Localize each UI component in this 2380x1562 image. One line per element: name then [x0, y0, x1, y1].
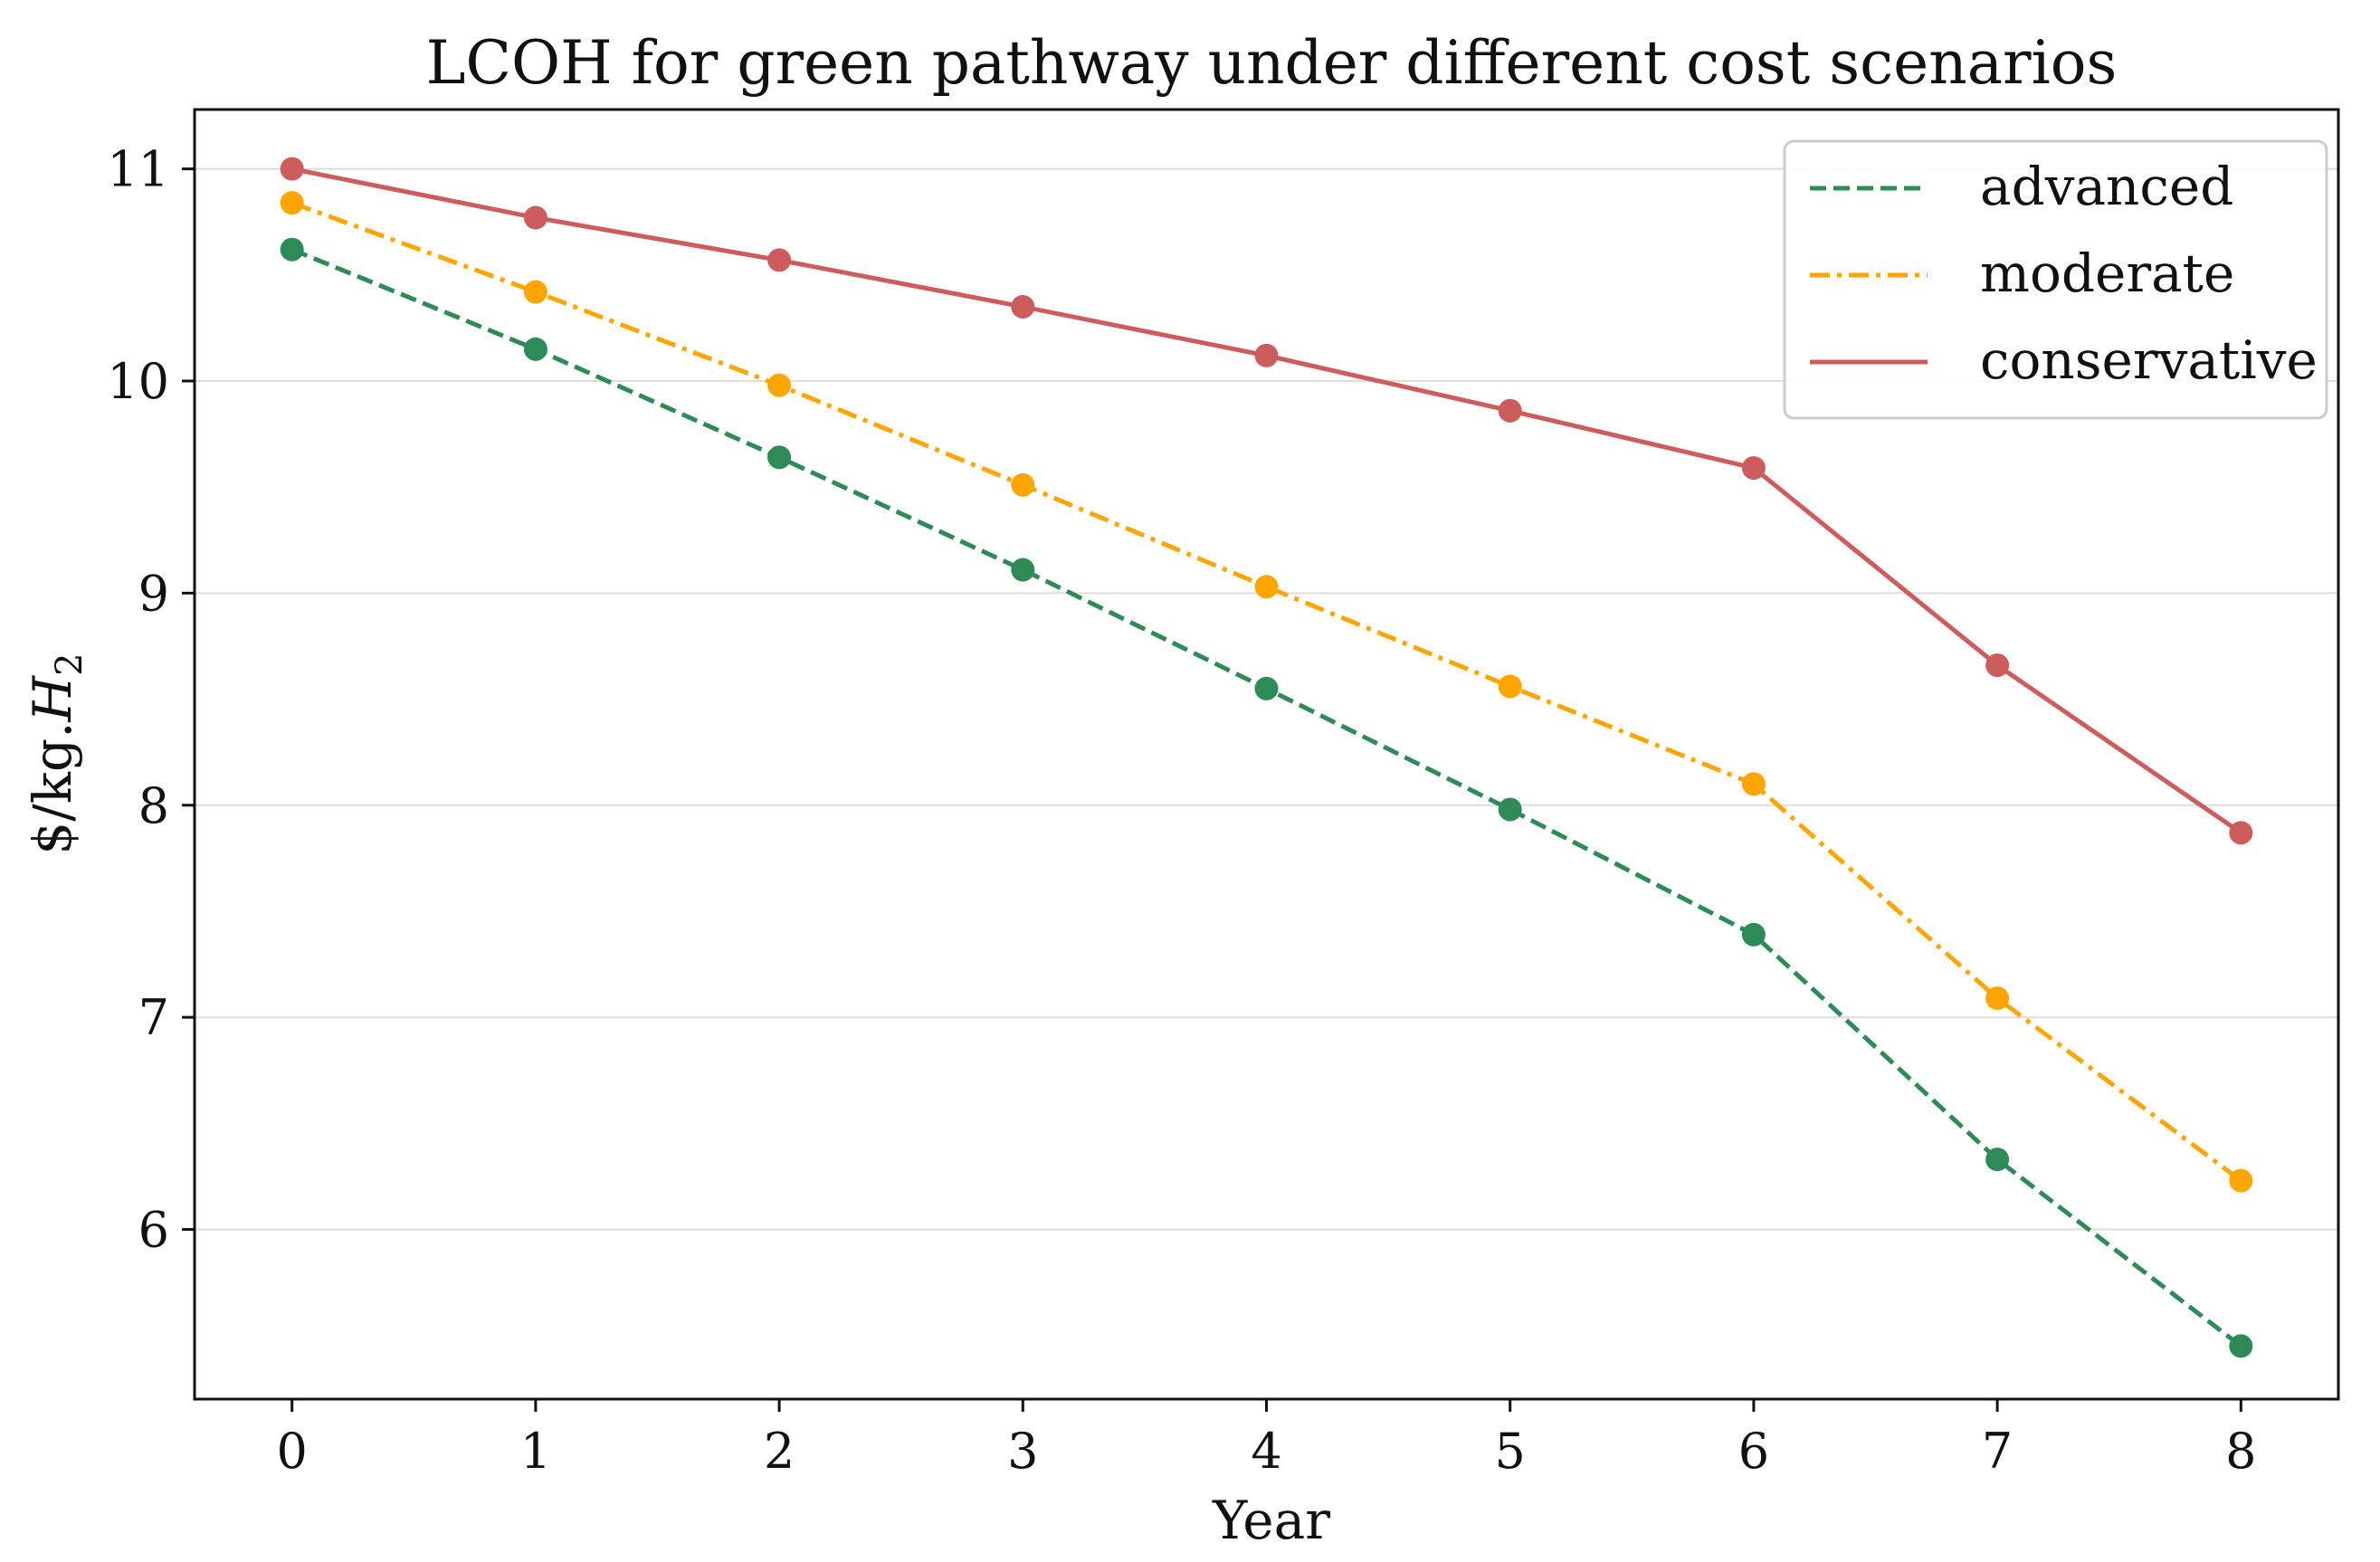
y-tick-label: 7 — [138, 989, 169, 1046]
x-tick-label: 4 — [1251, 1423, 1281, 1480]
legend: advanced moderate conservative — [1783, 139, 2328, 420]
legend-label-moderate: moderate — [1980, 243, 2234, 304]
data-point-conservative — [523, 205, 547, 230]
data-point-moderate — [1741, 772, 1766, 796]
series-moderate — [280, 191, 2253, 1193]
x-axis: 0 1 2 3 4 5 6 7 8 — [277, 1399, 2256, 1480]
x-tick-label: 5 — [1495, 1423, 1526, 1480]
y-axis: 6 7 8 9 10 11 — [107, 141, 195, 1259]
grid-lines — [195, 167, 2338, 1231]
data-point-advanced — [767, 445, 792, 470]
data-point-moderate — [280, 191, 304, 215]
data-point-advanced — [1498, 797, 1522, 822]
x-tick-label: 6 — [1738, 1423, 1769, 1480]
legend-label-conservative: conservative — [1980, 329, 2318, 391]
data-point-conservative — [280, 157, 304, 181]
data-point-advanced — [523, 337, 547, 361]
data-point-moderate — [1985, 986, 2010, 1011]
data-point-advanced — [1741, 922, 1766, 947]
data-point-advanced — [1254, 676, 1279, 700]
y-tick-label: 6 — [138, 1202, 169, 1259]
series-conservative — [280, 157, 2253, 845]
data-point-conservative — [2229, 821, 2253, 845]
data-point-conservative — [1985, 653, 2010, 678]
y-axis-label-subscript: 2 — [49, 652, 90, 675]
data-point-moderate — [1011, 472, 1035, 497]
x-tick-label: 0 — [277, 1423, 308, 1480]
data-point-moderate — [2229, 1168, 2253, 1193]
y-axis-label: $/kg.H2 — [22, 652, 90, 854]
series-group — [280, 157, 2253, 1358]
data-point-advanced — [1985, 1148, 2010, 1172]
data-point-advanced — [280, 237, 304, 262]
x-tick-label: 2 — [764, 1423, 795, 1480]
legend-frame — [1783, 139, 2328, 420]
data-point-advanced — [2229, 1334, 2253, 1358]
data-point-moderate — [1254, 575, 1279, 599]
y-tick-label: 10 — [107, 353, 169, 410]
data-point-conservative — [1254, 343, 1279, 367]
chart-title: LCOH for green pathway under different c… — [426, 28, 2118, 98]
y-tick-label: 11 — [107, 141, 169, 198]
x-tick-label: 8 — [2225, 1423, 2256, 1480]
y-tick-label: 8 — [138, 777, 169, 834]
legend-label-advanced: advanced — [1980, 156, 2233, 217]
data-point-conservative — [1498, 398, 1522, 423]
data-point-moderate — [1498, 674, 1522, 699]
data-point-moderate — [523, 280, 547, 304]
data-point-conservative — [1741, 456, 1766, 481]
data-point-advanced — [1011, 557, 1035, 582]
y-axis-label-unit: $/kg. — [22, 721, 83, 854]
series-advanced — [280, 237, 2253, 1358]
y-tick-label: 9 — [138, 565, 169, 622]
y-axis-label-symbol: H — [22, 674, 83, 722]
data-point-moderate — [767, 373, 792, 397]
x-axis-label: Year — [1212, 1490, 1330, 1551]
data-point-conservative — [767, 248, 792, 272]
data-point-conservative — [1011, 294, 1035, 319]
x-tick-label: 7 — [1982, 1423, 2013, 1480]
x-tick-label: 1 — [520, 1423, 551, 1480]
x-tick-label: 3 — [1007, 1423, 1038, 1480]
